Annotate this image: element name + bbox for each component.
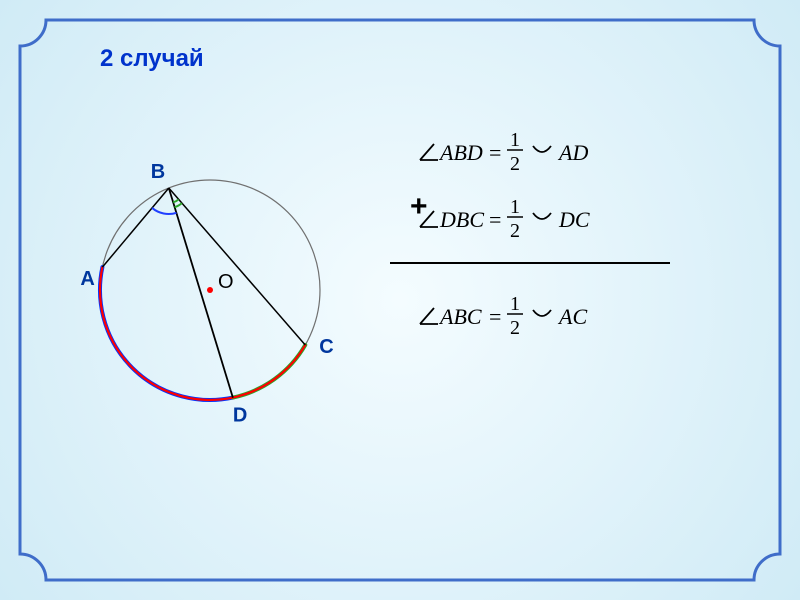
svg-text:C: C [319,336,333,358]
svg-text:=: = [489,207,501,232]
svg-text:=: = [489,140,501,165]
svg-text:A: A [80,268,94,290]
svg-text:DC: DC [558,207,590,232]
circle-diagram: О B A D C [60,140,380,465]
diagram-svg: О B A D C [60,140,380,460]
equations-block: ABD=12AD DBC=12DC ABC=12AC [400,120,700,351]
svg-text:1: 1 [510,293,520,315]
svg-text:DBC: DBC [439,207,484,232]
svg-text:AD: AD [557,140,588,165]
case-title: 2 случай [100,45,204,73]
svg-text:2: 2 [510,153,520,175]
svg-text:=: = [489,304,501,329]
svg-text:AC: AC [557,304,587,329]
svg-text:2: 2 [510,317,520,339]
svg-text:ABC: ABC [438,304,482,329]
equation-2: DBC= 12 DC [400,187,700,249]
svg-text:ABD: ABD [438,140,483,165]
svg-text:D: D [233,405,247,427]
svg-text:1: 1 [510,196,520,218]
equation-1: ABD= 12 AD [400,120,700,182]
svg-text:B: B [151,161,165,183]
svg-text:О: О [218,271,234,293]
equation-divider [390,262,670,264]
stage: 2 случай ОBADC + ABD=12AD DBC=12DC ABC=1… [0,0,800,600]
svg-text:2: 2 [510,220,520,242]
svg-text:1: 1 [510,129,520,151]
equation-result: ABC = 12 AC [400,284,700,346]
